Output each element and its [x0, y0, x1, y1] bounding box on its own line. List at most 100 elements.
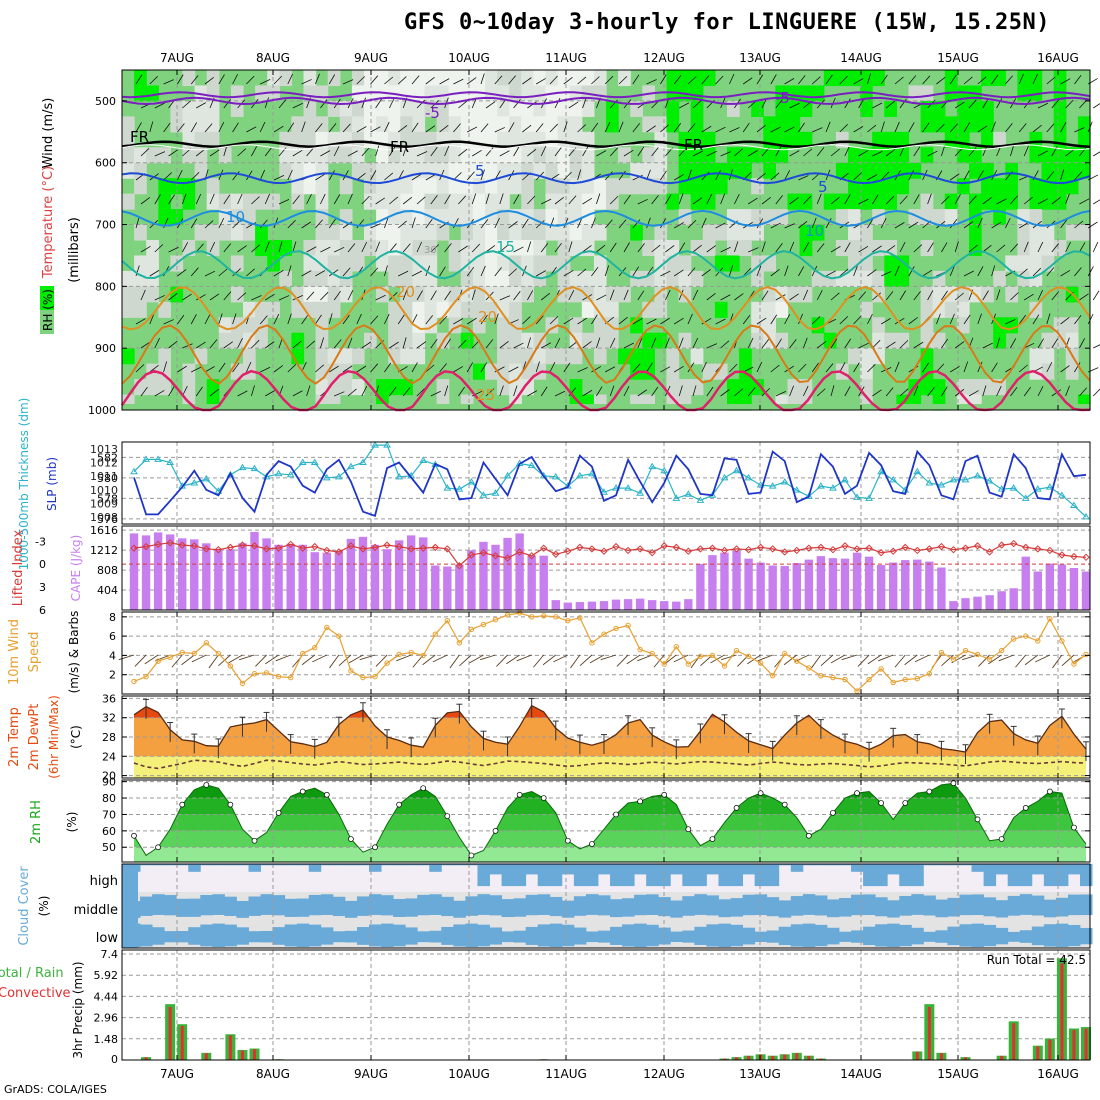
wind-barb: [154, 244, 164, 253]
rh-marker: [733, 805, 740, 811]
wind-speed-marker: [1047, 616, 1053, 622]
cloud-high-cell: [585, 864, 599, 887]
thickness-marker: [1045, 483, 1054, 490]
wind-barb: [356, 172, 366, 181]
lifted-index-marker: [588, 545, 596, 553]
wind-barb: [218, 121, 225, 133]
wind-barb: [784, 265, 789, 277]
rh-cell: [412, 100, 426, 117]
cloud-low-cell: [140, 924, 153, 947]
rh-cell: [448, 240, 462, 257]
wind-barb: [396, 654, 412, 662]
rh-cell: [122, 131, 135, 148]
temperature-contour: [121, 324, 1091, 385]
wind-barb: [549, 75, 558, 85]
wind-barb: [554, 196, 564, 205]
rh-cell: [1041, 348, 1055, 365]
wind-barb: [554, 242, 562, 253]
thickness-marker: [648, 462, 657, 470]
cloud-row-label-low: low: [96, 931, 119, 946]
wind-barb: [913, 194, 920, 205]
rh-cell: [593, 255, 607, 272]
rh-cell: [291, 162, 305, 179]
cloud-low-cell: [766, 930, 780, 943]
rh-cell: [230, 224, 244, 241]
wind-tick-label: 2: [109, 669, 116, 682]
rh-marker: [781, 801, 788, 808]
wind-barb: [1051, 291, 1060, 301]
lifted-index-marker: [853, 545, 861, 553]
wind-barb: [237, 337, 243, 349]
thickness-marker: [347, 462, 355, 470]
wind-barb: [839, 75, 848, 85]
wind-barb: [444, 290, 452, 301]
wind-barb: [853, 315, 862, 325]
thickness-marker: [154, 455, 162, 462]
rh-cell: [751, 224, 764, 241]
rh-cell: [315, 131, 329, 148]
rh-cell: [678, 332, 692, 349]
cloud-high-cell: [730, 864, 744, 887]
wind-barb: [1074, 220, 1084, 229]
cloud-mid-cell: [320, 894, 334, 915]
wind-speed-marker: [179, 649, 185, 656]
wind-barb: [389, 292, 398, 301]
lifted-index-marker: [949, 545, 958, 554]
wind-barb: [894, 317, 905, 325]
cloud-low-cell: [899, 924, 912, 947]
rh-cell: [497, 209, 510, 226]
rh-cell: [690, 85, 704, 102]
cloud-low-cell: [983, 924, 997, 947]
precip-convective-bar: [939, 1053, 943, 1060]
rh-cell: [666, 379, 680, 396]
rh-cell: [509, 162, 522, 179]
rh-cell: [751, 209, 764, 226]
rh-cell: [787, 100, 801, 117]
lifted-index-marker: [744, 545, 753, 554]
wind-barb: [757, 654, 773, 662]
rh-cell: [472, 317, 486, 334]
thickness-tick-label: 578: [97, 492, 118, 505]
rh-marker: [540, 795, 547, 801]
rh2m-axis-label: 2m RH: [29, 800, 44, 844]
rh-cell: [581, 100, 595, 117]
cloud-low-cell: [212, 923, 225, 947]
wind-barb: [459, 654, 472, 666]
rh-cell: [497, 317, 510, 334]
wind-barb: [742, 77, 753, 85]
wind-barb: [844, 386, 851, 397]
rh-cell: [557, 70, 571, 87]
wind-barb: [604, 171, 613, 181]
cloud-mid-cell: [646, 894, 659, 915]
rh-cell: [1053, 116, 1067, 133]
rh-cell: [642, 240, 655, 257]
thickness-marker: [780, 478, 789, 485]
rh-tick-label: 90: [102, 776, 116, 789]
thickness-marker: [166, 458, 175, 465]
rh-cell: [134, 255, 147, 272]
rh-cell: [787, 379, 801, 396]
wind-barb: [784, 223, 795, 229]
cloud-high-cell: [549, 864, 563, 887]
wind-speed-marker: [854, 688, 860, 694]
rh-cell: [981, 286, 994, 303]
wind-barb: [209, 339, 218, 349]
rh-cell: [835, 131, 849, 148]
rh-cell: [497, 85, 510, 102]
rh-cell: [557, 270, 571, 287]
lifted-index-marker: [973, 542, 982, 550]
rh-cell: [1065, 162, 1079, 179]
rh-cell: [690, 147, 704, 164]
rh-cell: [122, 301, 135, 318]
wind-barb: [936, 124, 945, 133]
wind-speed-marker: [685, 661, 692, 667]
cloud-low-cell: [646, 924, 659, 947]
rh-cell: [666, 348, 680, 365]
wind-barb: [637, 389, 648, 397]
wind-barb: [315, 219, 323, 229]
cloud-high-cell: [176, 864, 189, 866]
wind-barb: [637, 243, 645, 253]
lifted-index-marker: [1046, 546, 1054, 555]
wind-barb: [687, 362, 695, 373]
wind-barb: [1018, 268, 1028, 277]
